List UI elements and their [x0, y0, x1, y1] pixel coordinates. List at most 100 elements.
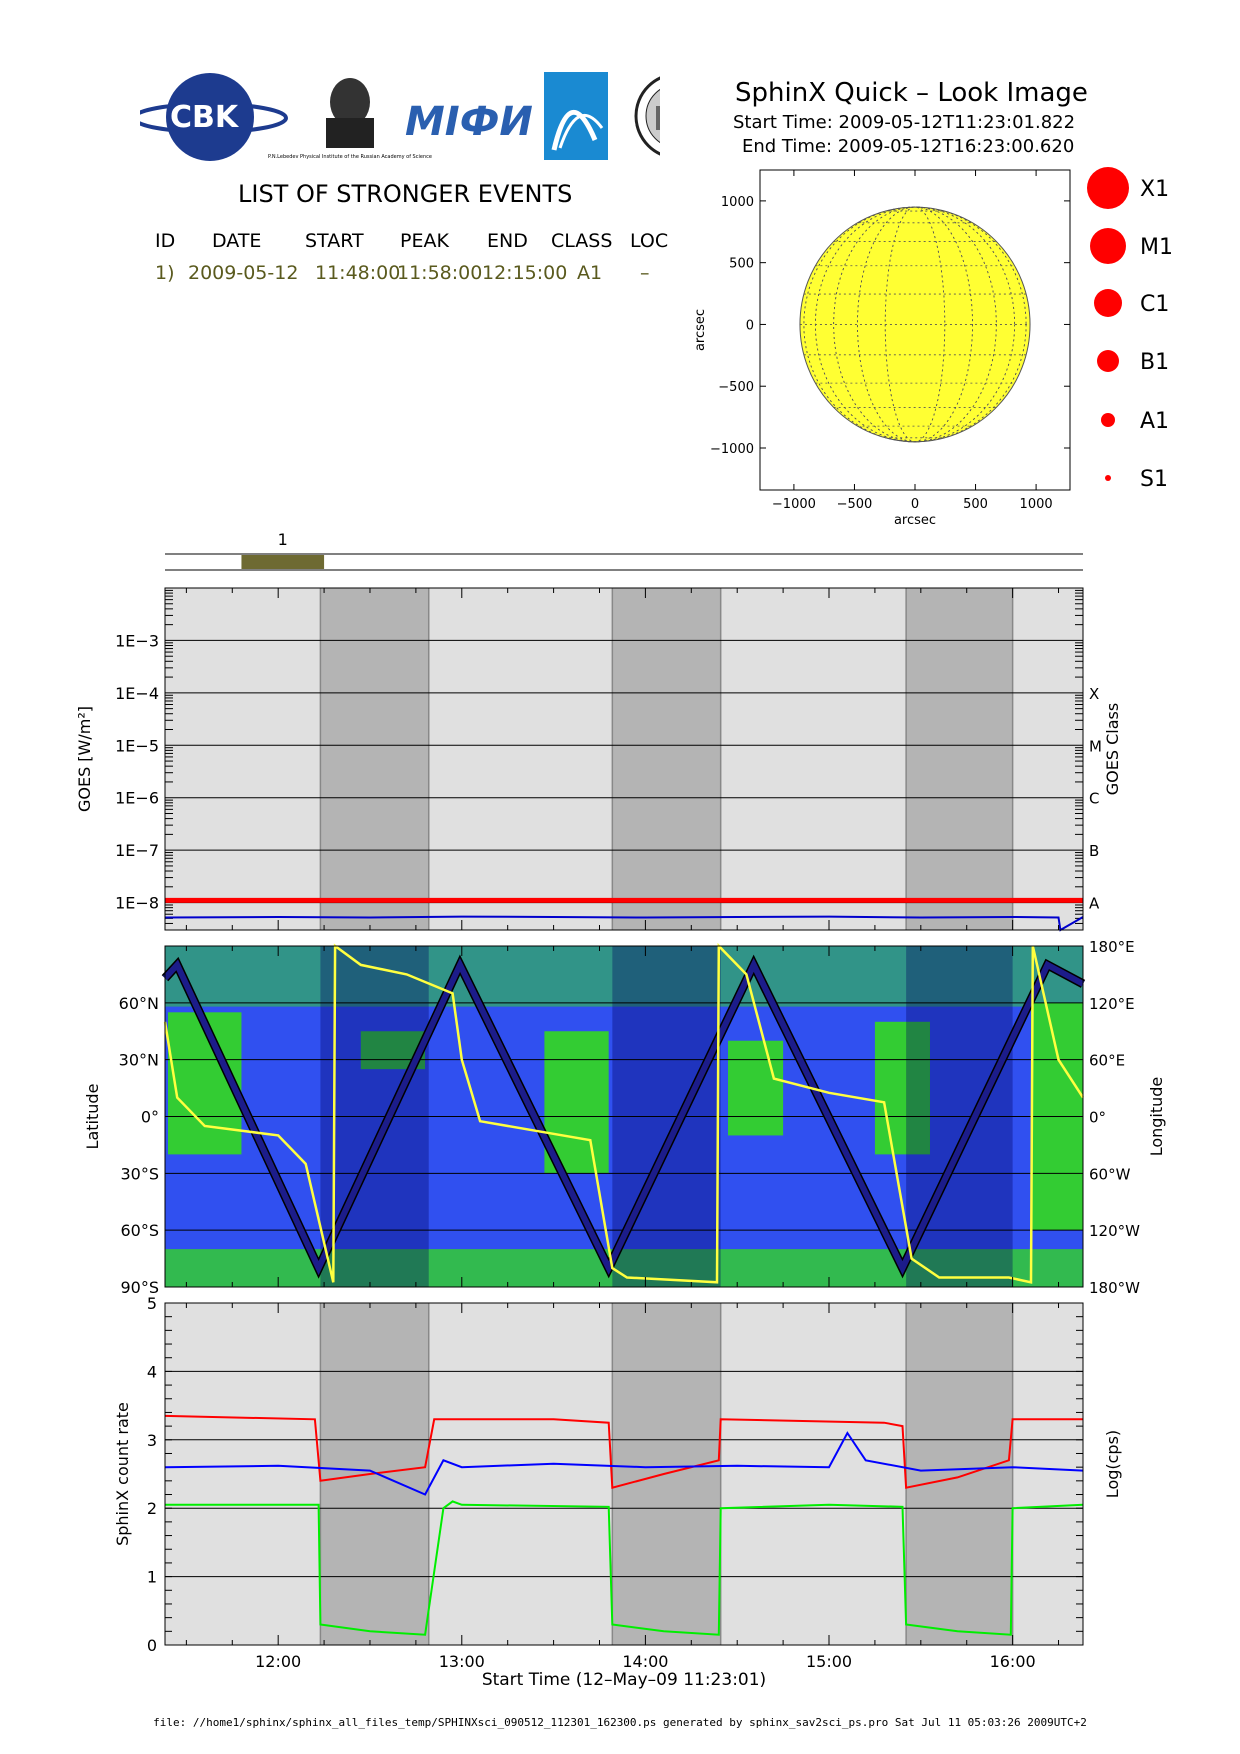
count-y-tick-label: 0	[147, 1636, 157, 1655]
count-y-axis-label: SphinX count rate	[113, 1402, 132, 1546]
disk-x-tick-label: −500	[837, 497, 873, 512]
events-heading: LIST OF STRONGER EVENTS	[238, 180, 573, 208]
orbit-right-tick-label: 180°E	[1089, 938, 1135, 956]
mifi-logo: MIФИ	[405, 99, 533, 145]
goes-flux-line	[164, 915, 1084, 932]
count-y-tick-label: 5	[147, 1294, 157, 1313]
disk-x-tick-label: 500	[963, 497, 988, 512]
university-seal-logo	[634, 76, 660, 156]
svg-text:P.N.Lebedev Physical Institute: P.N.Lebedev Physical Institute of the Ru…	[268, 154, 432, 160]
orbit-right-tick-label: 120°W	[1089, 1222, 1140, 1240]
count-night-band	[906, 1303, 1013, 1645]
orbit-right-tick-label: 120°E	[1089, 995, 1135, 1013]
events-cell: 11:48:00	[315, 262, 401, 284]
orbit-y-tick-label: 90°S	[120, 1278, 159, 1297]
disk-x-tick-label: 1000	[1020, 497, 1053, 512]
events-cell: 12:15:00	[482, 262, 568, 284]
events-cell: 2009-05-12	[188, 262, 299, 284]
orbit-y-tick-label: 60°N	[119, 994, 159, 1013]
disk-y-axis-label: arcsec	[693, 309, 708, 351]
disk-x-axis-label: arcsec	[894, 513, 936, 528]
count-x-tick-label: 15:00	[806, 1652, 852, 1671]
disk-y-tick-label: −500	[718, 380, 754, 395]
events-column-header: DATE	[212, 230, 262, 252]
goes-class-label: M	[1089, 737, 1102, 755]
count-x-tick-label: 14:00	[622, 1652, 668, 1671]
orbit-y-tick-label: 30°N	[119, 1051, 159, 1070]
class-legend-label: A1	[1140, 409, 1169, 434]
class-legend-label: M1	[1140, 235, 1173, 260]
count-y-tick-label: 1	[147, 1568, 157, 1587]
count-x-tick-label: 16:00	[990, 1652, 1036, 1671]
count-series-red	[164, 1414, 1083, 1489]
orbit-y-axis-label: Latitude	[83, 1084, 102, 1150]
footer-note: file: //home1/sphinx/sphinx_all_files_te…	[153, 1716, 1087, 1729]
count-x-tick-label: 12:00	[255, 1652, 301, 1671]
goes-y-tick-label: 1E−7	[115, 841, 159, 860]
goes-class-label: A	[1089, 895, 1100, 913]
goes-night-band	[906, 588, 1013, 930]
count-x-axis-label: Start Time (12–May–09 11:23:01)	[482, 1670, 766, 1690]
orbit-polar-region	[165, 946, 1083, 1007]
class-legend-marker	[1090, 228, 1126, 264]
orbit-longitude-line	[163, 942, 1085, 1284]
goes-y-tick-label: 1E−5	[115, 736, 159, 755]
events-column-header: END	[487, 230, 528, 252]
timeline-event-label: 1	[278, 530, 288, 549]
svg-text:MIФИ: MIФИ	[405, 99, 533, 145]
timeline-event-bar	[241, 555, 325, 569]
goes-class-label: B	[1089, 842, 1099, 860]
goes-class-label: X	[1089, 685, 1099, 703]
events-cell: 1)	[155, 262, 175, 284]
goes-y-axis-label: GOES [W/m²]	[75, 706, 94, 812]
count-series-blue	[164, 1431, 1084, 1496]
count-y-tick-label: 3	[147, 1431, 157, 1450]
count-right-axis-label: Log(cps)	[1103, 1430, 1122, 1498]
events-column-header: CLASS	[551, 230, 613, 252]
class-legend-label: B1	[1140, 350, 1169, 375]
logo-strip: CBK P.N.Lebedev Physical Institute of th…	[140, 72, 660, 161]
count-series-green	[165, 1500, 1084, 1636]
events-cell: –	[640, 262, 650, 284]
orbit-track	[162, 957, 1085, 1276]
orbit-right-tick-label: 0°	[1089, 1109, 1106, 1127]
goes-plot-frame	[164, 587, 1084, 931]
disk-x-tick-label: 0	[911, 497, 919, 512]
events-column-header: ID	[155, 230, 176, 252]
orbit-y-tick-label: 30°S	[120, 1164, 159, 1183]
orbit-right-tick-label: 60°W	[1089, 1165, 1131, 1183]
class-legend-marker	[1097, 350, 1119, 372]
orbit-right-axis-label: Longitude	[1147, 1077, 1166, 1157]
count-y-tick-label: 4	[147, 1362, 157, 1381]
disk-longitude-line	[803, 206, 1027, 443]
orbit-y-tick-label: 0°	[141, 1108, 159, 1127]
lebedev-institute-logo: P.N.Lebedev Physical Institute of the Ru…	[268, 78, 432, 160]
disk-x-tick-label: −1000	[772, 497, 816, 512]
orbit-land-region	[728, 1040, 784, 1136]
svg-text:CBK: CBK	[170, 100, 240, 135]
page-title: SphinX Quick – Look Image	[735, 78, 1088, 108]
count-x-tick-label: 13:00	[439, 1652, 485, 1671]
disk-y-tick-label: 0	[746, 318, 754, 333]
goes-y-tick-label: 1E−4	[115, 684, 159, 703]
count-y-tick-label: 2	[147, 1499, 157, 1518]
events-column-header: PEAK	[400, 230, 449, 252]
events-column-header: LOC	[630, 230, 669, 252]
events-column-header: START	[305, 230, 364, 252]
disk-y-tick-label: 1000	[721, 195, 754, 210]
goes-night-band	[320, 588, 429, 930]
orbit-right-tick-label: 180°W	[1089, 1279, 1140, 1297]
end-time: End Time: 2009-05-12T16:23:00.620	[742, 136, 1075, 157]
goes-class-label: C	[1089, 790, 1099, 808]
orbit-plot-frame	[164, 945, 1084, 1288]
class-legend-label: C1	[1140, 292, 1169, 317]
class-legend-label: S1	[1140, 467, 1168, 492]
goes-right-axis-label: GOES Class	[1103, 703, 1122, 795]
count-plot-frame	[164, 1302, 1084, 1646]
orbit-right-tick-label: 60°E	[1089, 1052, 1125, 1070]
goes-y-tick-label: 1E−3	[115, 631, 159, 650]
events-cell: 11:58:00	[397, 262, 483, 284]
disk-longitude-line	[814, 206, 1016, 443]
goes-night-band	[612, 588, 721, 930]
cbk-pan-logo: CBK	[140, 73, 288, 161]
